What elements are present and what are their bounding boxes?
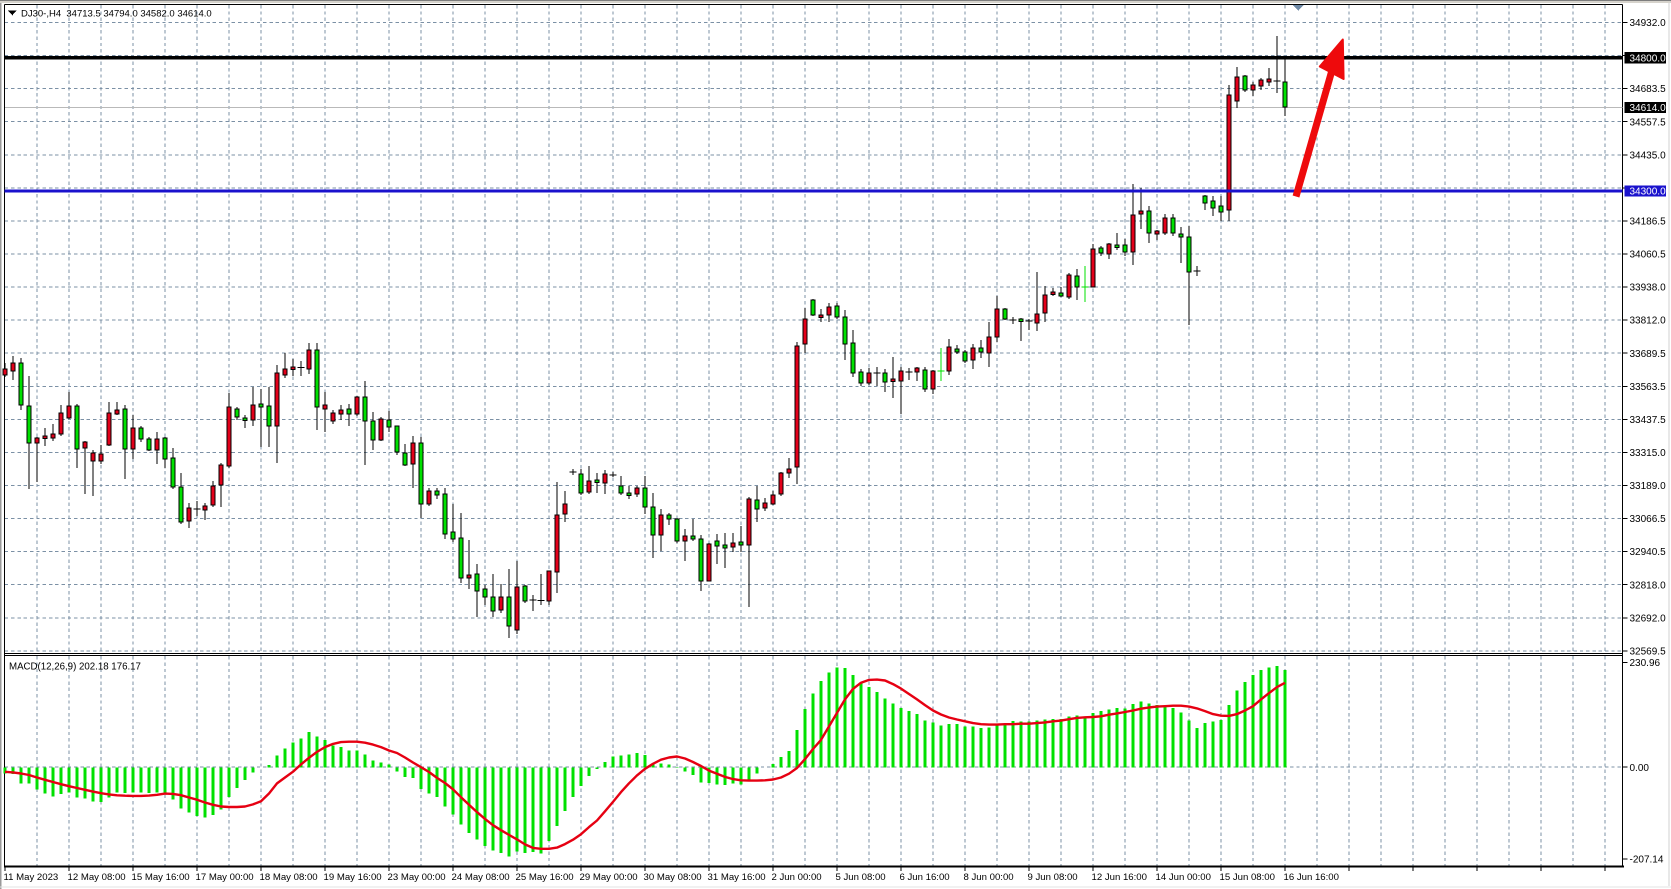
svg-text:15 May 16:00: 15 May 16:00 [132, 872, 190, 883]
svg-text:33812.0: 33812.0 [1630, 316, 1667, 327]
svg-text:31 May 16:00: 31 May 16:00 [708, 872, 766, 883]
svg-text:12 Jun 16:00: 12 Jun 16:00 [1092, 872, 1147, 883]
svg-text:MACD(12,26,9) 202.18 176.17: MACD(12,26,9) 202.18 176.17 [9, 662, 141, 673]
svg-text:230.96: 230.96 [1630, 658, 1661, 669]
svg-text:0.00: 0.00 [1630, 763, 1650, 774]
svg-text:32940.5: 32940.5 [1630, 547, 1667, 558]
svg-text:34683.5: 34683.5 [1630, 84, 1667, 95]
svg-text:33066.5: 33066.5 [1630, 514, 1667, 525]
svg-text:25 May 16:00: 25 May 16:00 [516, 872, 574, 883]
svg-text:34435.0: 34435.0 [1630, 150, 1667, 161]
svg-text:16 Jun 16:00: 16 Jun 16:00 [1284, 872, 1339, 883]
svg-text:32818.0: 32818.0 [1630, 580, 1667, 591]
svg-text:6 Jun 16:00: 6 Jun 16:00 [900, 872, 950, 883]
svg-text:30 May 08:00: 30 May 08:00 [644, 872, 702, 883]
svg-text:33689.5: 33689.5 [1630, 349, 1667, 360]
svg-text:34800.0: 34800.0 [1630, 53, 1667, 64]
svg-text:34300.0: 34300.0 [1630, 186, 1667, 197]
svg-text:34932.0: 34932.0 [1630, 18, 1667, 29]
svg-text:11 May 2023: 11 May 2023 [4, 872, 59, 883]
svg-text:18 May 08:00: 18 May 08:00 [260, 872, 318, 883]
svg-text:24 May 08:00: 24 May 08:00 [452, 872, 510, 883]
svg-text:33563.5: 33563.5 [1630, 382, 1667, 393]
svg-text:29 May 00:00: 29 May 00:00 [580, 872, 638, 883]
svg-text:5 Jun 08:00: 5 Jun 08:00 [836, 872, 886, 883]
svg-text:2 Jun 00:00: 2 Jun 00:00 [772, 872, 822, 883]
svg-text:34060.5: 34060.5 [1630, 250, 1667, 261]
svg-text:-207.14: -207.14 [1630, 855, 1664, 866]
svg-text:34614.0: 34614.0 [1630, 103, 1667, 114]
svg-text:8 Jun 00:00: 8 Jun 00:00 [964, 872, 1014, 883]
svg-text:15 Jun 08:00: 15 Jun 08:00 [1220, 872, 1275, 883]
svg-text:12 May 08:00: 12 May 08:00 [68, 872, 126, 883]
svg-text:33315.0: 33315.0 [1630, 448, 1667, 459]
svg-text:34557.5: 34557.5 [1630, 117, 1667, 128]
svg-text:23 May 00:00: 23 May 00:00 [388, 872, 446, 883]
svg-text:32692.0: 32692.0 [1630, 613, 1667, 624]
svg-text:33437.5: 33437.5 [1630, 415, 1667, 426]
svg-text:14 Jun 00:00: 14 Jun 00:00 [1156, 872, 1211, 883]
svg-text:9 Jun 08:00: 9 Jun 08:00 [1028, 872, 1078, 883]
svg-text:19 May 16:00: 19 May 16:00 [324, 872, 382, 883]
svg-text:17 May 00:00: 17 May 00:00 [196, 872, 254, 883]
svg-text:33189.0: 33189.0 [1630, 481, 1667, 492]
svg-text:DJ30-,H4 34713.5 34794.0 3458: DJ30-,H4 34713.5 34794.0 34582.0 34614.0 [21, 9, 212, 20]
svg-text:34186.5: 34186.5 [1630, 217, 1667, 228]
svg-text:32569.5: 32569.5 [1630, 646, 1667, 657]
svg-text:33938.0: 33938.0 [1630, 283, 1667, 294]
